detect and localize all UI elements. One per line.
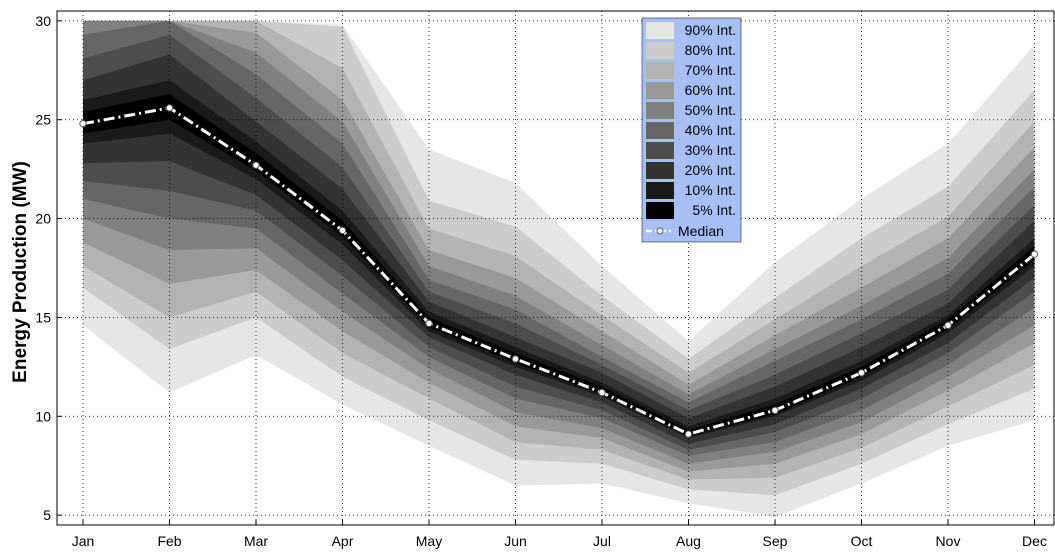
y-tick-label: 15: [35, 309, 51, 325]
median-line: [82, 106, 1036, 436]
median-point: [79, 119, 87, 128]
y-tick-label: 20: [35, 211, 51, 227]
legend-swatch: [646, 162, 674, 179]
median-point: [857, 369, 866, 377]
legend-label: 60% Int.: [685, 82, 736, 98]
x-tick-label: Apr: [332, 533, 354, 549]
legend-median-marker: [656, 227, 664, 235]
x-tick-label: Jun: [504, 533, 527, 549]
legend-label: 5% Int.: [692, 202, 736, 218]
grid-lines: [57, 11, 1054, 525]
tick-labels: Jan Feb Mar Apr May Jun Jul Aug Sep Oct Nov Dec 5 10 1…: [35, 13, 1047, 549]
y-tick-label: 25: [35, 112, 51, 128]
legend-label: 10% Int.: [685, 182, 736, 198]
median-point: [165, 104, 174, 112]
median-point: [944, 321, 952, 330]
legend-swatch: [646, 122, 674, 139]
y-tick-label: 30: [35, 13, 51, 29]
y-tick-label: 5: [43, 507, 51, 523]
legend-label: 80% Int.: [685, 42, 736, 58]
x-tick-label: Nov: [936, 533, 961, 549]
x-tick-label: Mar: [244, 533, 268, 549]
legend-label: 50% Int.: [685, 102, 736, 118]
x-tick-label: Feb: [157, 533, 181, 549]
axes: [56, 10, 1055, 526]
x-tick-label: May: [416, 533, 442, 549]
legend-swatch: [646, 42, 674, 59]
y-axis-title: Energy Production (MW): [10, 161, 31, 383]
legend-label: 70% Int.: [685, 62, 736, 78]
x-tick-label: Jul: [593, 533, 611, 549]
legend-swatch: [646, 182, 674, 199]
legend-swatch: [646, 82, 674, 99]
y-tick-label: 10: [35, 408, 51, 424]
x-tick-label: Dec: [1022, 533, 1047, 549]
legend: 90% Int. 80% Int. 70% Int. 60% Int. 50% Int.…: [641, 17, 742, 243]
legend-swatch: [646, 62, 674, 79]
legend-label: 20% Int.: [685, 162, 736, 178]
median-point: [338, 226, 347, 235]
median-point: [425, 319, 433, 328]
plot-frame: [56, 10, 1055, 526]
legend-swatch: [646, 102, 674, 119]
median-point: [1030, 250, 1039, 258]
x-tick-label: Aug: [676, 533, 701, 549]
legend-label: Median: [678, 223, 724, 239]
x-tick-label: Jan: [72, 533, 95, 549]
legend-label: 40% Int.: [685, 122, 736, 138]
median-point: [684, 430, 693, 438]
x-tick-label: Oct: [851, 533, 873, 549]
median-point: [511, 355, 520, 363]
legend-swatch: [646, 142, 674, 159]
median-series: [79, 104, 1039, 438]
median-point: [252, 161, 260, 169]
band-6: [83, 20, 1035, 456]
legend-label: 30% Int.: [685, 142, 736, 158]
legend-label: 90% Int.: [685, 22, 736, 38]
interval-bands: [83, 20, 1035, 518]
median-point: [771, 406, 779, 415]
legend-swatch: [646, 22, 674, 39]
median-point: [598, 388, 606, 397]
legend-swatch: [646, 202, 674, 219]
x-tick-label: Sep: [763, 533, 788, 549]
